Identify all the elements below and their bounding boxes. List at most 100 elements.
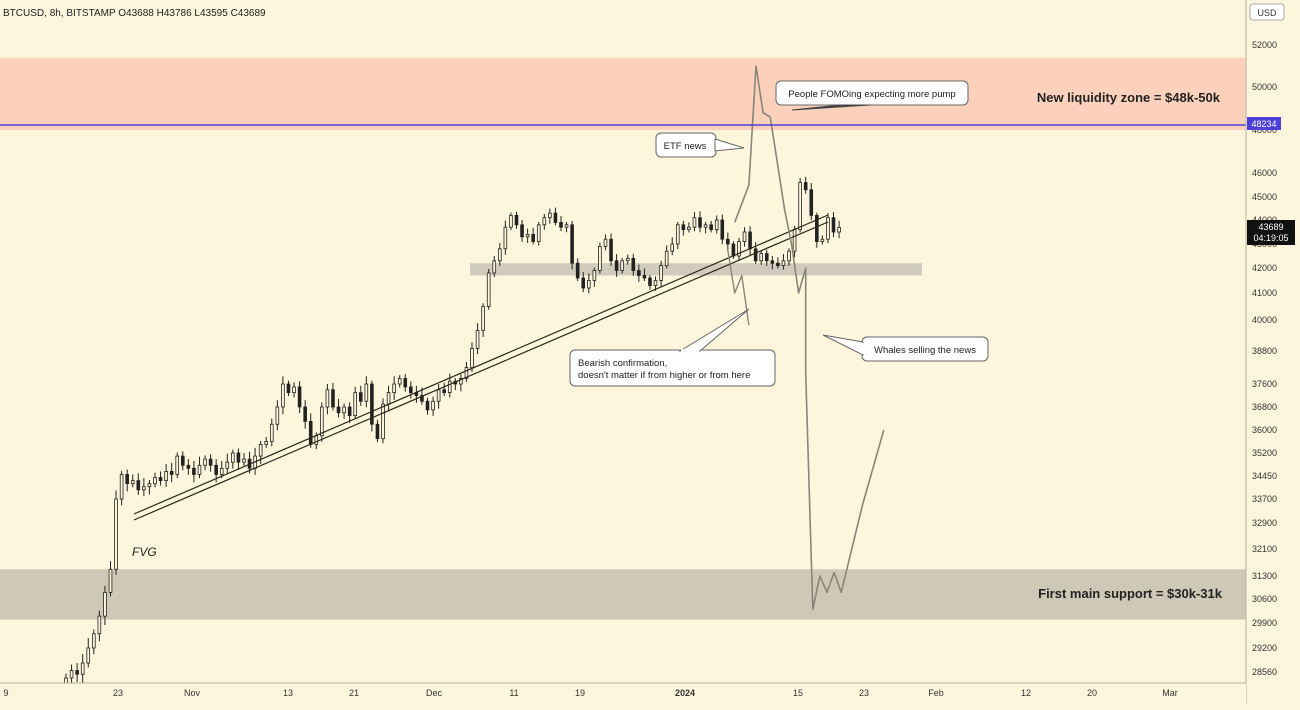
candle [331,382,335,411]
candle [342,403,346,419]
candle [197,456,202,479]
candle [620,257,624,274]
time-tick-label: 23 [113,688,123,698]
candle [425,397,430,415]
ohlc-values: O43688 H43786 L43595 C43689 [118,8,266,19]
candle [459,374,463,392]
candle [180,451,185,471]
hline-price-value: 48234 [1251,119,1276,129]
candle [642,268,647,281]
candle [776,257,780,269]
currency-button[interactable] [1249,3,1285,21]
candle [475,323,480,355]
price-tick-label: 34450 [1252,471,1277,481]
candle [542,214,547,230]
candle [325,384,330,415]
candle [153,472,157,488]
currency-label: USD [1257,8,1277,18]
candle [809,183,814,221]
svg-text:BTCUSD, 8h, BITSTAMP O43688 H: BTCUSD, 8h, BITSTAMP O43688 H43786 L4359… [3,8,266,19]
candle [803,176,808,194]
candle [80,654,85,684]
candle [97,610,102,642]
price-tick-label: 41000 [1252,288,1277,298]
candle [158,471,163,486]
liquidity-zone [0,57,1246,130]
bearish-annotation-line2: doesn't matter if from higher or from he… [578,370,750,381]
trendline-upper[interactable] [133,214,829,515]
candle [514,211,519,229]
candle [481,303,485,337]
candle [264,436,269,448]
callout-whales: Whales selling the news [822,334,989,362]
projection-path [726,65,885,611]
candle [575,258,580,281]
candle [231,449,235,469]
candle [531,227,535,245]
candle [675,221,680,250]
candle [670,237,675,256]
candle [75,663,79,683]
whales-annotation: Whales selling the news [874,345,976,356]
time-tick-label: Mar [1162,688,1178,698]
candle [303,400,307,429]
candle [637,264,641,282]
price-tick-label: 33700 [1252,494,1277,504]
timeframe: 8h [50,8,61,19]
time-tick-label: Feb [928,688,944,698]
candle [815,212,819,248]
candlestick-series [64,176,841,689]
candle [698,211,702,233]
fomo-annotation: People FOMOing expecting more pump [788,89,955,100]
candle [281,376,285,415]
candle [69,664,74,685]
candle [103,585,107,625]
candle [203,455,207,471]
candle [353,386,358,420]
candle [375,419,380,443]
resistance-gray-band [470,263,922,276]
candle [609,233,613,266]
candle [225,453,230,474]
price-tick-label: 30600 [1252,594,1277,604]
candle [442,382,446,397]
candle [464,362,469,382]
candle [498,243,502,266]
time-tick-label: 20 [1087,688,1097,698]
liquidity-zone-label: New liquidity zone = $48k-50k [1037,90,1221,105]
candle [92,629,96,655]
candle [664,245,669,269]
projection-main-path [733,65,885,611]
price-tick-label: 45000 [1252,192,1277,202]
last-price-value: 43689 [1258,222,1283,232]
candle [86,638,91,668]
candle [709,220,713,233]
time-tick-label: Nov [184,688,201,698]
candle [592,267,597,287]
fvg-label: FVG [132,545,157,559]
trendline-lower[interactable] [133,221,829,521]
price-tick-label: 31300 [1252,571,1277,581]
last-price-badge [1247,220,1295,245]
candle [787,248,791,266]
candle [548,208,552,224]
candle [742,227,747,247]
candle [370,380,374,432]
candle [764,249,769,266]
candle [726,232,730,251]
candle [581,272,586,293]
candle [681,220,686,236]
candle [392,376,396,400]
candle [770,256,775,270]
price-tick-label: 42000 [1252,263,1277,273]
price-tick-label: 46000 [1252,168,1277,178]
candle [136,473,141,495]
candle [798,177,802,233]
candle [653,276,658,291]
time-axis-panel[interactable] [0,683,1246,705]
price-tick-label: 32100 [1252,544,1277,554]
callout-etf: ETF news [655,132,745,158]
candle [192,460,196,483]
candle [364,376,369,408]
